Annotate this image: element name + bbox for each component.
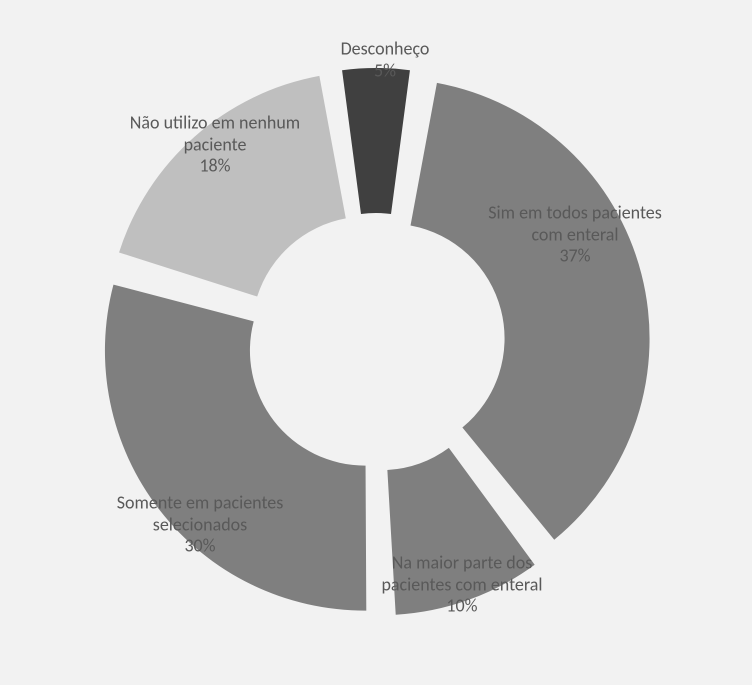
chart-svg — [0, 0, 752, 685]
slice-4 — [342, 68, 410, 214]
slice-2 — [105, 285, 366, 611]
slice-3 — [119, 76, 346, 297]
doughnut-chart: Sim em todos pacientescom enteral37%Na m… — [0, 0, 752, 685]
